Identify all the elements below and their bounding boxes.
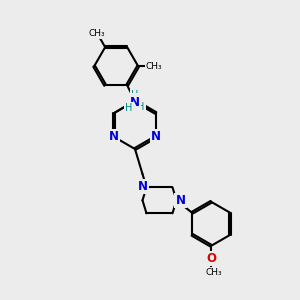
Text: N: N [176, 194, 185, 207]
Text: CH₃: CH₃ [146, 62, 163, 71]
Text: O: O [206, 252, 216, 265]
Text: H: H [137, 102, 145, 112]
Text: N: N [137, 180, 148, 193]
Text: CH₃: CH₃ [89, 29, 106, 38]
Text: H: H [125, 103, 133, 113]
Text: N: N [151, 130, 161, 143]
Text: N: N [130, 96, 140, 109]
Text: N: N [130, 94, 140, 107]
Text: N: N [109, 130, 119, 143]
Text: N: N [130, 94, 140, 107]
Text: H: H [131, 90, 139, 100]
Text: CH₃: CH₃ [206, 268, 223, 277]
Text: N: N [137, 180, 148, 193]
